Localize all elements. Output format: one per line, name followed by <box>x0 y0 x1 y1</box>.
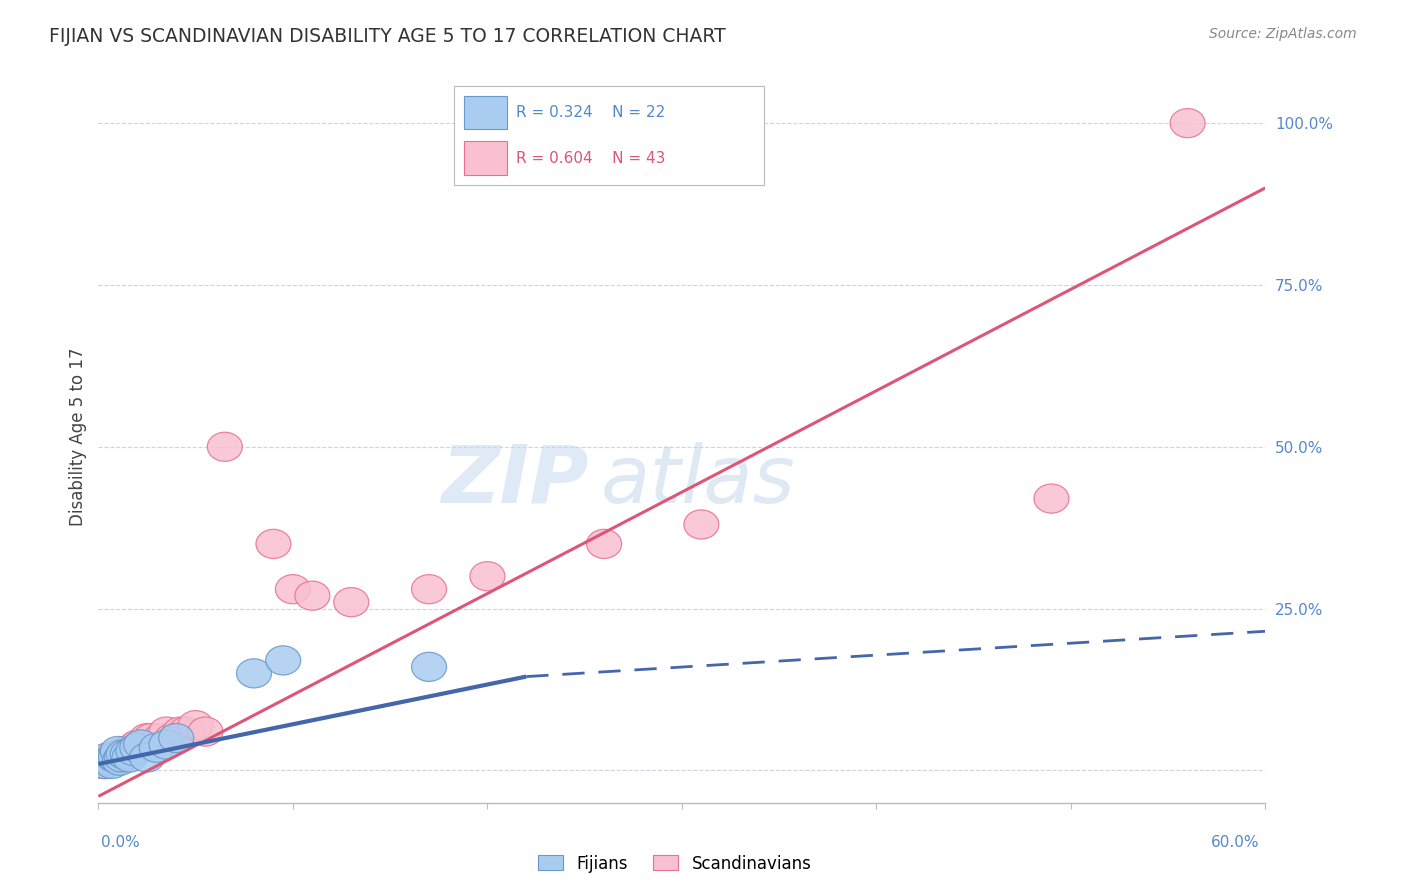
Ellipse shape <box>256 529 291 558</box>
Ellipse shape <box>266 646 301 675</box>
Y-axis label: Disability Age 5 to 17: Disability Age 5 to 17 <box>69 348 87 526</box>
Ellipse shape <box>87 749 122 779</box>
Ellipse shape <box>120 733 155 763</box>
Ellipse shape <box>139 733 174 763</box>
Ellipse shape <box>115 733 150 763</box>
Text: atlas: atlas <box>600 442 794 520</box>
Ellipse shape <box>93 747 128 775</box>
Ellipse shape <box>107 739 141 769</box>
Ellipse shape <box>115 737 150 765</box>
Ellipse shape <box>295 581 330 610</box>
Ellipse shape <box>100 737 135 765</box>
Ellipse shape <box>120 730 155 759</box>
Ellipse shape <box>149 730 184 759</box>
Text: 60.0%: 60.0% <box>1212 836 1260 850</box>
Ellipse shape <box>134 723 169 753</box>
Ellipse shape <box>87 747 122 775</box>
Ellipse shape <box>94 749 129 779</box>
Ellipse shape <box>129 723 165 753</box>
Ellipse shape <box>149 717 184 747</box>
Ellipse shape <box>683 510 718 539</box>
Text: Source: ZipAtlas.com: Source: ZipAtlas.com <box>1209 27 1357 41</box>
Ellipse shape <box>93 747 128 775</box>
Ellipse shape <box>98 743 134 772</box>
Ellipse shape <box>159 723 194 753</box>
Ellipse shape <box>124 730 159 759</box>
Ellipse shape <box>169 717 204 747</box>
Text: ZIP: ZIP <box>441 442 589 520</box>
Ellipse shape <box>155 723 190 753</box>
Ellipse shape <box>112 743 148 772</box>
Ellipse shape <box>104 743 139 772</box>
Ellipse shape <box>107 739 141 769</box>
Ellipse shape <box>1033 484 1069 513</box>
Text: 0.0%: 0.0% <box>101 836 141 850</box>
Ellipse shape <box>122 733 157 763</box>
Ellipse shape <box>118 737 153 765</box>
Ellipse shape <box>143 723 179 753</box>
Ellipse shape <box>276 574 311 604</box>
Ellipse shape <box>97 743 132 772</box>
Text: FIJIAN VS SCANDINAVIAN DISABILITY AGE 5 TO 17 CORRELATION CHART: FIJIAN VS SCANDINAVIAN DISABILITY AGE 5 … <box>49 27 725 45</box>
Ellipse shape <box>163 717 198 747</box>
Ellipse shape <box>108 737 143 765</box>
Ellipse shape <box>110 737 145 765</box>
Ellipse shape <box>236 659 271 688</box>
Ellipse shape <box>139 730 174 759</box>
Ellipse shape <box>124 730 159 759</box>
Ellipse shape <box>89 749 124 779</box>
Ellipse shape <box>100 739 135 769</box>
Ellipse shape <box>103 747 138 775</box>
Ellipse shape <box>104 739 139 769</box>
Ellipse shape <box>90 743 125 772</box>
Ellipse shape <box>188 717 224 747</box>
Ellipse shape <box>207 433 242 461</box>
Ellipse shape <box>97 743 132 772</box>
Ellipse shape <box>470 562 505 591</box>
Ellipse shape <box>412 574 447 604</box>
Ellipse shape <box>1170 109 1205 137</box>
Ellipse shape <box>586 529 621 558</box>
Ellipse shape <box>103 743 138 772</box>
Ellipse shape <box>94 743 129 772</box>
Ellipse shape <box>110 739 145 769</box>
Ellipse shape <box>98 747 134 775</box>
Ellipse shape <box>114 737 149 765</box>
Ellipse shape <box>333 588 368 616</box>
Ellipse shape <box>179 711 214 739</box>
Ellipse shape <box>159 723 194 753</box>
Ellipse shape <box>84 749 120 779</box>
Ellipse shape <box>90 743 125 772</box>
Ellipse shape <box>129 743 165 772</box>
Legend: Fijians, Scandinavians: Fijians, Scandinavians <box>531 848 818 880</box>
Ellipse shape <box>112 739 148 769</box>
Ellipse shape <box>412 652 447 681</box>
